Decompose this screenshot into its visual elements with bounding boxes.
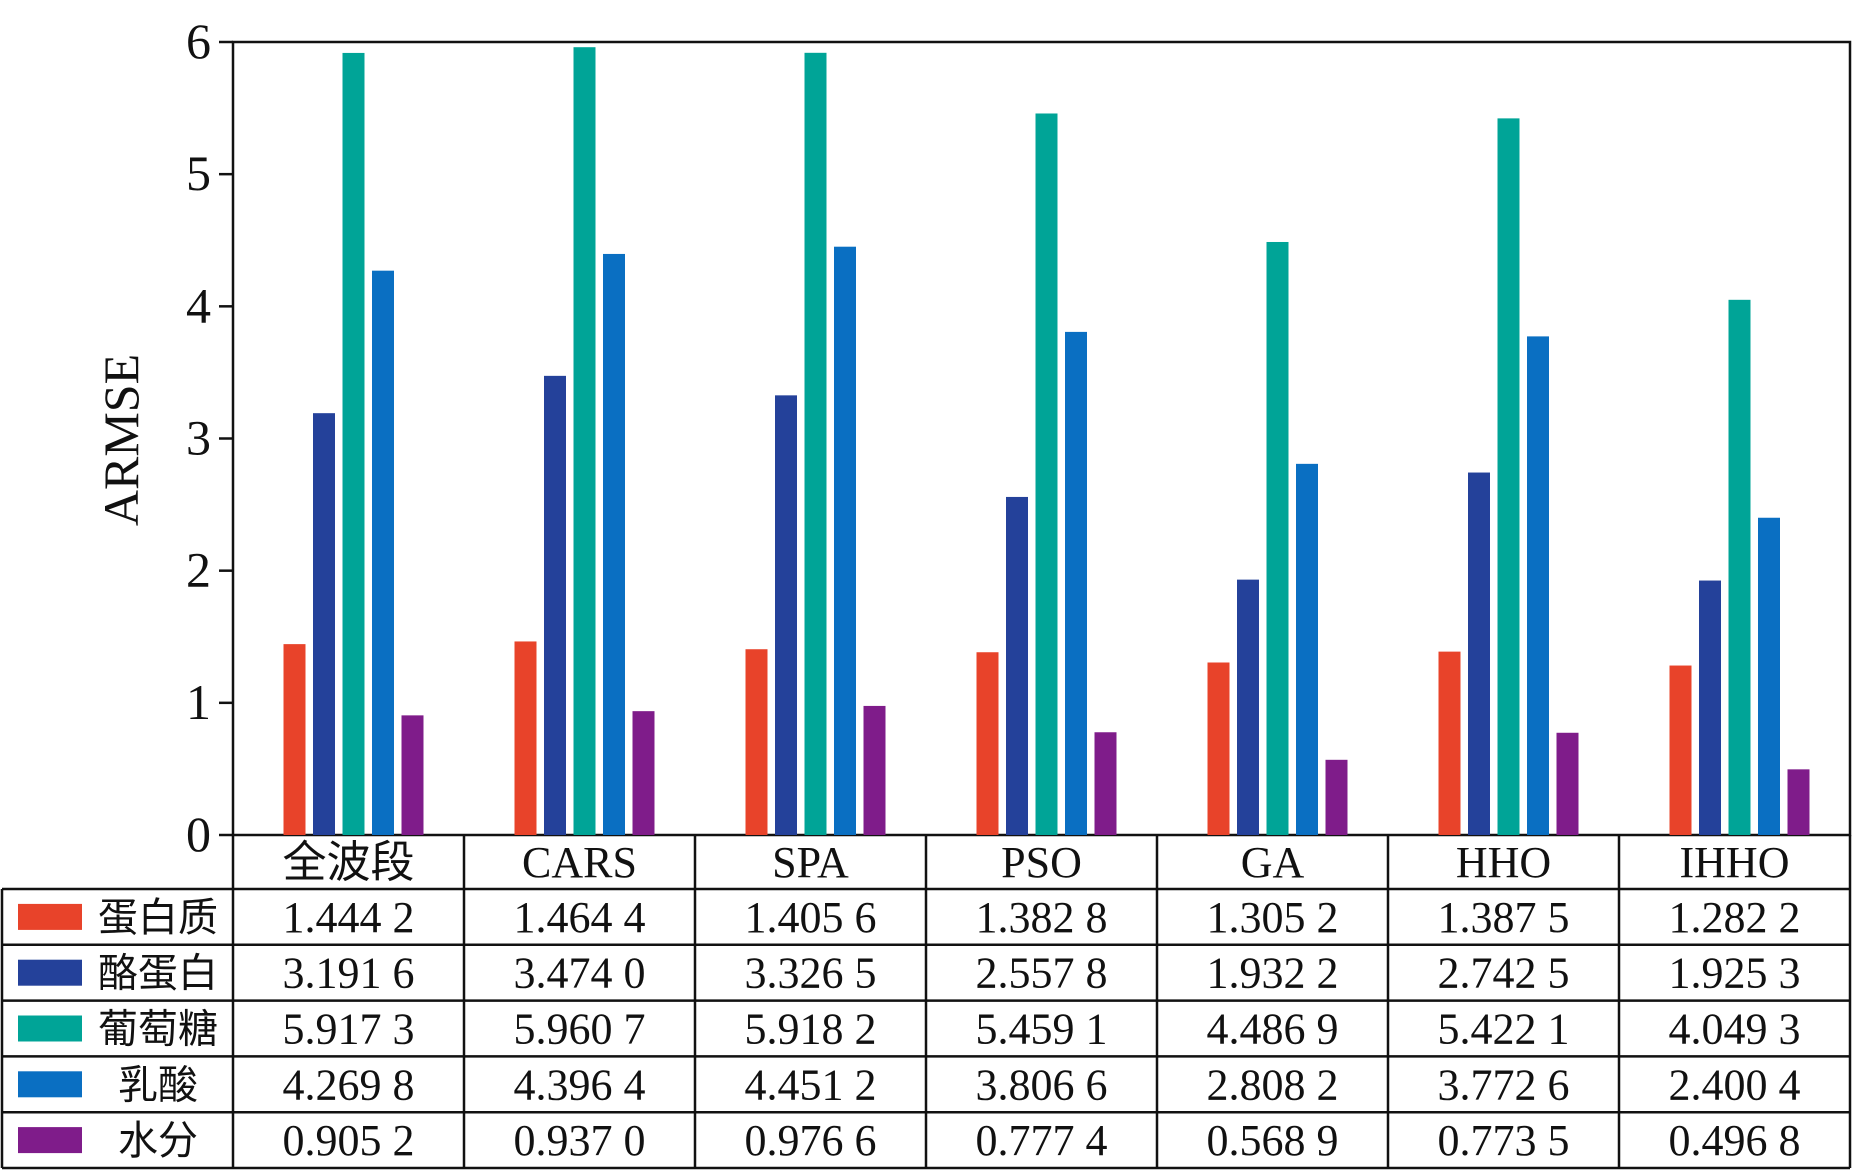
category-label: GA: [1241, 838, 1305, 887]
bar: [514, 641, 537, 835]
legend-swatch: [18, 1127, 82, 1154]
bar: [1065, 331, 1087, 835]
y-tick-label: 2: [186, 542, 211, 598]
bar: [1787, 769, 1810, 835]
y-axis-label: ARMSE: [93, 354, 149, 526]
table-cell-value: 3.474 0: [514, 949, 646, 998]
y-tick-label: 3: [186, 410, 211, 466]
bar: [745, 649, 768, 835]
legend-label: 水分: [118, 1118, 198, 1164]
legend-label: 乳酸: [118, 1062, 198, 1108]
bar: [1468, 472, 1490, 835]
table-cell-value: 5.459 1: [976, 1005, 1108, 1054]
data-table: 全波段 CARS SPA PSO GA HHO IHHO 蛋白质 1.444 2 1.464 4 1…: [0, 835, 1852, 1170]
y-tick-label: 1: [186, 674, 211, 730]
legend-swatch: [18, 1071, 82, 1098]
bar: [1325, 759, 1348, 835]
table-cell-value: 2.557 8: [976, 949, 1108, 998]
category-label: IHHO: [1680, 838, 1790, 887]
category-label: CARS: [522, 838, 637, 887]
y-tick-label: 0: [186, 806, 211, 862]
table-cell-value: 0.773 5: [1438, 1116, 1570, 1165]
category-label: PSO: [1001, 838, 1082, 887]
bar: [1094, 732, 1117, 835]
table-cell-value: 1.925 3: [1669, 949, 1801, 998]
bar: [1438, 651, 1461, 835]
table-cell-value: 3.806 6: [976, 1060, 1108, 1109]
bar: [775, 395, 797, 835]
y-tick-label: 4: [186, 277, 211, 333]
bar: [1497, 118, 1520, 835]
bar: [1669, 665, 1692, 835]
bar: [834, 246, 856, 836]
category-label: SPA: [772, 838, 849, 887]
y-tick-label: 5: [186, 145, 211, 201]
table-cell-value: 4.269 8: [283, 1060, 415, 1109]
legend-label: 葡萄糖: [98, 1007, 218, 1053]
category-label: HHO: [1456, 838, 1551, 887]
bar: [804, 52, 827, 836]
table-cell-value: 1.405 6: [745, 893, 877, 942]
table-cell-value: 4.396 4: [514, 1060, 646, 1109]
table-cell-value: 1.305 2: [1207, 893, 1339, 942]
table-cell-value: 5.422 1: [1438, 1005, 1570, 1054]
bar: [313, 413, 335, 835]
bar: [1035, 113, 1058, 835]
y-tick-label: 6: [186, 13, 211, 69]
bar: [342, 52, 365, 836]
table-cell-value: 5.917 3: [283, 1005, 415, 1054]
bar: [976, 652, 999, 835]
table-cell-value: 5.918 2: [745, 1005, 877, 1054]
bar: [1758, 517, 1780, 835]
bar: [1237, 579, 1259, 835]
table-cell-value: 1.282 2: [1669, 893, 1801, 942]
table-cell-value: 1.444 2: [283, 893, 415, 942]
table-cell-value: 2.400 4: [1669, 1060, 1801, 1109]
bar: [283, 644, 306, 835]
table-cell-value: 0.937 0: [514, 1116, 646, 1165]
bar: [1699, 580, 1721, 835]
bar: [573, 47, 596, 835]
legend-swatch: [18, 959, 82, 986]
bar-group: [283, 47, 1810, 836]
table-cell-value: 2.808 2: [1207, 1060, 1339, 1109]
bar: [1006, 496, 1028, 835]
bar: [1296, 463, 1318, 835]
legend-label: 酪蛋白: [98, 951, 218, 997]
table-cell-value: 0.905 2: [283, 1116, 415, 1165]
table-cell-value: 1.932 2: [1207, 949, 1339, 998]
bar: [1728, 299, 1751, 835]
table-cell-value: 2.742 5: [1438, 949, 1570, 998]
table-cell-value: 0.568 9: [1207, 1116, 1339, 1165]
table-cell-value: 0.976 6: [745, 1116, 877, 1165]
bar: [603, 253, 625, 836]
table-cell-value: 4.451 2: [745, 1060, 877, 1109]
table-cell-value: 5.960 7: [514, 1005, 646, 1054]
table-cell-value: 4.049 3: [1669, 1005, 1801, 1054]
table-cell-value: 0.777 4: [976, 1116, 1108, 1165]
bar: [1266, 241, 1289, 835]
chart-axes: 0 1 2 3 4 5 6: [186, 13, 1852, 862]
bar: [632, 711, 655, 835]
bar: [1556, 732, 1579, 835]
legend-swatch: [18, 903, 82, 930]
table-cell-value: 1.464 4: [514, 893, 646, 942]
table-cell-value: 1.387 5: [1438, 893, 1570, 942]
table-cell-value: 3.326 5: [745, 949, 877, 998]
category-label: 全波段: [283, 838, 415, 887]
table-cell-value: 3.191 6: [283, 949, 415, 998]
table-cell-value: 0.496 8: [1669, 1116, 1801, 1165]
bar: [544, 375, 566, 835]
legend-label: 蛋白质: [98, 895, 218, 941]
bar: [1207, 662, 1230, 835]
bar: [401, 715, 424, 835]
bar: [863, 705, 886, 835]
legend-swatch: [18, 1015, 82, 1042]
table-cell-value: 1.382 8: [976, 893, 1108, 942]
table-cell-value: 4.486 9: [1207, 1005, 1339, 1054]
bar: [1527, 336, 1549, 835]
bar: [372, 270, 394, 835]
table-cell-value: 3.772 6: [1438, 1060, 1570, 1109]
